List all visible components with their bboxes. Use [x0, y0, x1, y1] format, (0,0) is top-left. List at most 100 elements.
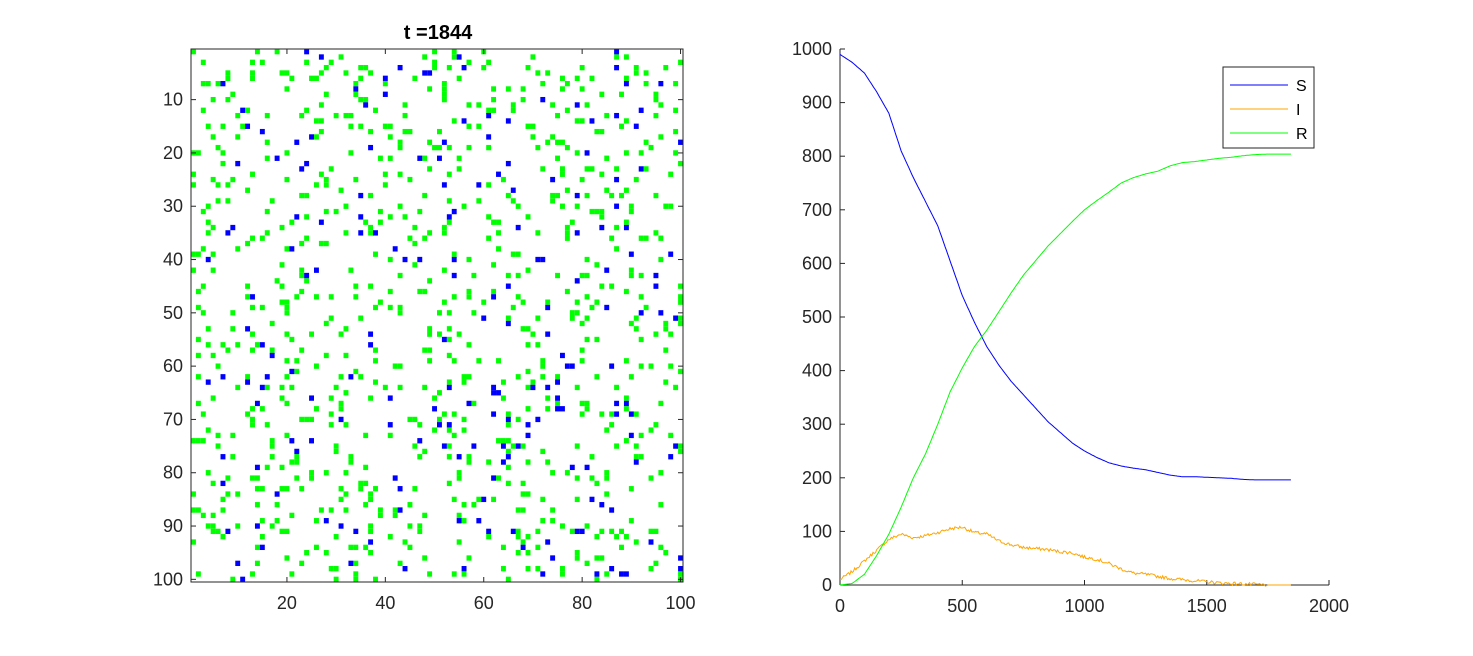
- recovered-cell: [658, 256, 664, 263]
- recovered-cell: [555, 139, 560, 145]
- recovered-cell: [638, 150, 644, 156]
- recovered-cell: [530, 123, 536, 129]
- recovered-cell: [348, 150, 354, 156]
- recovered-cell: [215, 528, 221, 535]
- recovered-cell: [500, 566, 506, 572]
- recovered-cell: [525, 326, 531, 332]
- recovered-cell: [368, 395, 374, 401]
- recovered-cell: [466, 123, 472, 129]
- recovered-cell: [441, 267, 447, 273]
- recovered-cell: [269, 454, 275, 460]
- recovered-cell: [264, 112, 270, 119]
- recovered-cell: [328, 411, 334, 417]
- recovered-cell: [579, 320, 585, 327]
- recovered-cell: [599, 171, 605, 177]
- recovered-cell: [446, 379, 452, 385]
- recovered-cell: [304, 235, 310, 241]
- infected-cell: [614, 411, 620, 417]
- recovered-cell: [510, 107, 516, 113]
- recovered-cell: [658, 400, 664, 407]
- recovered-cell: [451, 496, 457, 503]
- recovered-cell: [254, 342, 260, 348]
- recovered-cell: [269, 347, 275, 353]
- recovered-cell: [397, 310, 403, 316]
- recovered-cell: [638, 272, 644, 279]
- recovered-cell: [195, 438, 201, 444]
- recovered-cell: [250, 331, 255, 337]
- infected-cell: [358, 192, 364, 199]
- recovered-cell: [220, 123, 226, 129]
- recovered-cell: [338, 406, 344, 412]
- recovered-cell: [574, 384, 580, 391]
- infected-cell: [397, 486, 403, 492]
- recovered-cell: [314, 182, 319, 188]
- recovered-cell: [599, 214, 605, 220]
- recovered-cell: [604, 112, 610, 119]
- recovered-cell: [633, 443, 639, 449]
- sir-y-tick-label: 400: [802, 361, 832, 381]
- infected-cell: [309, 395, 314, 401]
- recovered-cell: [466, 342, 472, 348]
- sir-legend: SIR: [1222, 66, 1315, 149]
- infected-cell: [220, 480, 226, 487]
- recovered-cell: [397, 171, 403, 177]
- recovered-cell: [205, 326, 211, 332]
- recovered-cell: [368, 230, 374, 236]
- heatmap-x-tick-label: 60: [474, 593, 494, 613]
- sir-x-tick-label: 1000: [1064, 596, 1104, 616]
- infected-cell: [614, 64, 620, 71]
- recovered-cell: [540, 363, 546, 369]
- recovered-cell: [579, 64, 585, 71]
- recovered-cell: [525, 123, 531, 129]
- recovered-cell: [446, 144, 452, 151]
- recovered-cell: [432, 64, 437, 71]
- recovered-cell: [299, 347, 305, 353]
- recovered-cell: [446, 219, 452, 225]
- recovered-cell: [456, 512, 462, 519]
- recovered-cell: [628, 272, 634, 279]
- recovered-cell: [505, 448, 511, 455]
- recovered-cell: [633, 315, 639, 321]
- recovered-cell: [205, 219, 211, 225]
- recovered-cell: [387, 304, 393, 311]
- recovered-cell: [323, 352, 329, 359]
- recovered-cell: [643, 70, 649, 76]
- sir-x-tick-label: 500: [947, 596, 977, 616]
- infected-cell: [673, 443, 679, 449]
- infected-cell: [584, 464, 590, 471]
- recovered-cell: [225, 491, 231, 497]
- recovered-cell: [220, 496, 226, 503]
- recovered-cell: [461, 518, 467, 524]
- recovered-cell: [353, 283, 359, 289]
- recovered-cell: [412, 416, 418, 423]
- recovered-cell: [486, 235, 492, 241]
- infected-cell: [555, 379, 560, 385]
- recovered-cell: [505, 576, 511, 582]
- infected-cell: [569, 464, 575, 471]
- infected-cell: [417, 438, 423, 444]
- recovered-cell: [427, 139, 433, 145]
- recovered-cell: [560, 86, 565, 92]
- recovered-cell: [377, 208, 383, 215]
- recovered-cell: [614, 443, 620, 449]
- recovered-cell: [314, 118, 319, 124]
- infected-cell: [269, 352, 275, 359]
- infected-cell: [515, 224, 521, 231]
- recovered-cell: [505, 464, 511, 471]
- recovered-cell: [250, 235, 255, 241]
- recovered-cell: [437, 144, 442, 151]
- recovered-cell: [294, 358, 300, 364]
- recovered-cell: [284, 310, 290, 316]
- recovered-cell: [614, 224, 620, 231]
- recovered-cell: [230, 576, 236, 582]
- recovered-cell: [678, 448, 683, 455]
- recovered-cell: [422, 384, 428, 391]
- recovered-cell: [564, 288, 570, 295]
- recovered-cell: [451, 54, 457, 60]
- recovered-cell: [678, 59, 683, 65]
- recovered-cell: [289, 219, 295, 225]
- recovered-cell: [392, 512, 398, 519]
- recovered-cell: [210, 96, 216, 103]
- recovered-cell: [540, 374, 546, 380]
- recovered-cell: [259, 406, 265, 412]
